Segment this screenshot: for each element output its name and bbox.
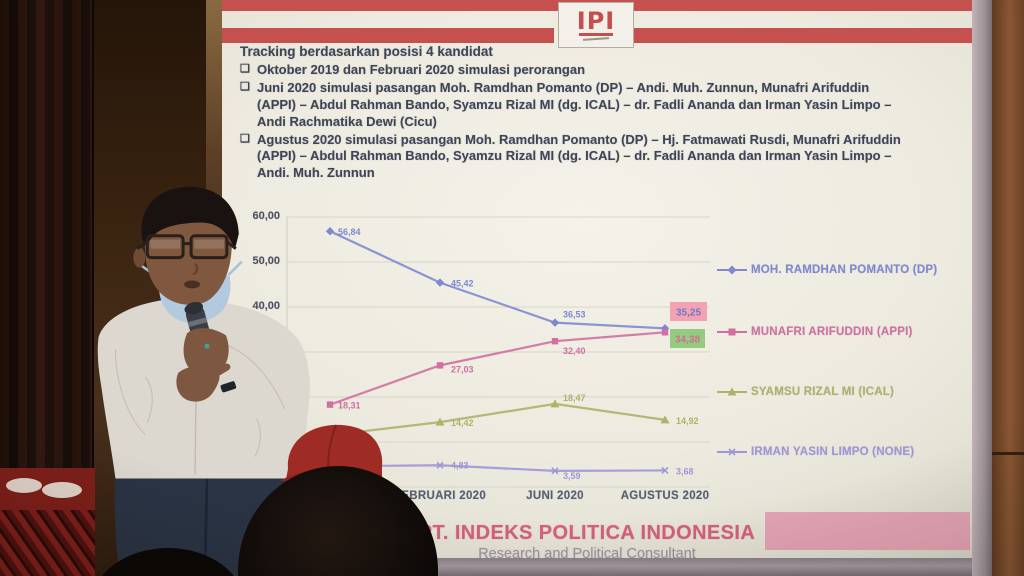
presenter-hair (141, 186, 239, 250)
ipi-logo: IPI (558, 2, 634, 48)
batik-pattern (0, 510, 95, 576)
highlight-value: 35,25 (676, 308, 701, 319)
slide-bullet-list: Oktober 2019 dan Februari 2020 simulasi … (240, 62, 908, 182)
shirt-creases (114, 344, 286, 457)
marker-square (551, 338, 559, 345)
marker-diamond (435, 278, 445, 287)
legend-label: SYAMSU RIZAL MI (ICAL) (751, 386, 895, 398)
value-label: 3,68 (676, 466, 694, 476)
legend-item: SYAMSU RIZAL MI (ICAL) (716, 386, 894, 398)
highlight-value: 34,38 (675, 335, 700, 346)
y-tick-label: 60,00 (252, 210, 280, 222)
value-label: 36,53 (563, 310, 586, 320)
series-line-3 (329, 402, 666, 437)
wristwatch (220, 381, 237, 393)
legend-item: MOH. RAMDHAN POMANTO (DP) (716, 264, 937, 276)
nose-shadow (192, 262, 199, 276)
bullet-item: Juni 2020 simulasi pasangan Moh. Ramdhan… (240, 80, 908, 131)
marker-square (436, 362, 444, 369)
series-line-2 (329, 331, 666, 406)
y-tick-label: 50,00 (252, 255, 280, 267)
value-label: 14,92 (676, 416, 699, 426)
wall-seam (992, 452, 1024, 455)
legend-label: MUNAFRI ARIFUDDIN (APPI) (751, 326, 913, 338)
presenter-ear (133, 247, 146, 268)
ipi-logo-underline (579, 33, 613, 36)
marker-square (326, 401, 334, 408)
marker-diamond (550, 318, 560, 327)
marker-square (661, 329, 669, 336)
lens-glare (194, 239, 224, 249)
value-label: 56,84 (338, 227, 361, 237)
marker-diamond (660, 324, 670, 333)
glasses (136, 234, 237, 260)
legend-marker-icon (717, 328, 747, 336)
value-label: 27,03 (451, 364, 474, 374)
legend-marker-icon (717, 265, 747, 275)
highlight-box (670, 329, 705, 348)
screen-right-bezel (972, 0, 994, 576)
marker-cross (551, 467, 559, 475)
ring (204, 343, 210, 349)
pointing-finger (208, 363, 231, 380)
right-wall-panel (992, 0, 1024, 576)
hand-holding-mic (183, 328, 229, 374)
red-stripe-right (634, 28, 972, 43)
legend-marker-icon (717, 448, 747, 456)
legend-label: IRMAN YASIN LIMPO (NONE) (751, 446, 915, 458)
marker-triangle (660, 415, 670, 424)
highlight-box (670, 302, 707, 321)
plate (6, 478, 42, 493)
marker-triangle (435, 417, 445, 426)
value-label: 32,40 (563, 346, 586, 356)
slide-title: Tracking berdasarkan posisi 4 kandidat (240, 44, 493, 59)
legend-label: MOH. RAMDHAN POMANTO (DP) (751, 264, 938, 276)
lens-glare (150, 239, 181, 249)
value-label: 3,59 (563, 471, 581, 481)
marker-triangle (550, 399, 560, 408)
value-label: 18,47 (563, 393, 586, 403)
value-label: 4,83 (451, 460, 469, 470)
marker-diamond (325, 227, 335, 236)
bullet-item: Agustus 2020 simulasi pasangan Moh. Ramd… (240, 132, 908, 183)
plate (42, 482, 82, 498)
y-tick-label: 40,00 (252, 300, 280, 312)
footer-pink-block (765, 512, 970, 550)
company-name: PT. INDEKS POLITICA INDONESIA (418, 522, 756, 544)
red-cap (286, 424, 383, 479)
marker-cross (661, 466, 669, 475)
mouth (184, 280, 201, 289)
value-label: 14,42 (451, 418, 474, 428)
x-category-label: FEBRUARI 2020 (393, 490, 487, 502)
ipi-logo-swoosh (582, 37, 610, 41)
x-category-label: AGUSTUS 2020 (620, 490, 710, 502)
series-line-4 (329, 464, 666, 472)
bullet-item: Oktober 2019 dan Februari 2020 simulasi … (240, 62, 908, 79)
legend-item: IRMAN YASIN LIMPO (NONE) (716, 446, 914, 458)
marker-cross (436, 461, 444, 469)
legend-marker-icon (717, 387, 747, 396)
slide-text-block: Tracking berdasarkan posisi 4 kandidat O… (240, 44, 908, 183)
red-stripe-left (222, 28, 554, 43)
value-label: 45,42 (451, 279, 474, 289)
side-table (0, 468, 95, 576)
series-line-1 (329, 230, 666, 330)
ipi-logo-text: IPI (576, 7, 616, 35)
x-category-label: JUNI 2020 (526, 490, 584, 502)
legend-item: MUNAFRI ARIFUDDIN (APPI) (716, 326, 913, 338)
presenter-face (144, 207, 232, 305)
value-label: 18,31 (338, 401, 361, 411)
